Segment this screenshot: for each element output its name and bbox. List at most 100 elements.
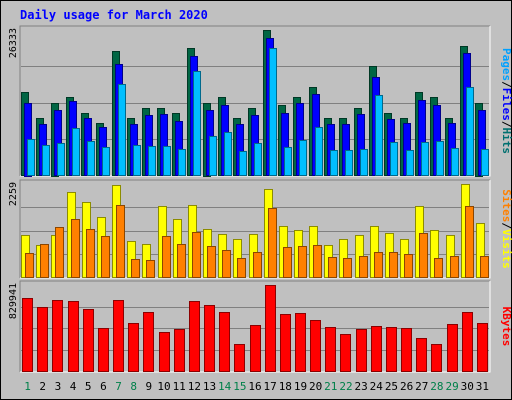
kbytes-bar xyxy=(204,305,215,372)
kbytes-bar xyxy=(174,329,185,372)
pages-bar xyxy=(133,145,141,176)
kbytes-bar xyxy=(431,344,442,372)
kbytes-series xyxy=(22,285,488,372)
day-label: 20 xyxy=(309,380,322,393)
sites-bar xyxy=(71,219,80,278)
sites-bar xyxy=(101,236,110,278)
day-label: 28 xyxy=(430,380,443,393)
day-label: 16 xyxy=(248,380,261,393)
kbytes-bar xyxy=(68,301,79,372)
pages-bar xyxy=(239,151,247,176)
kbytes-bar xyxy=(159,332,170,372)
sites-bar xyxy=(177,244,186,278)
sites-bar xyxy=(419,233,428,278)
sites-bar xyxy=(25,253,34,278)
sites-bar xyxy=(55,227,64,278)
kbytes-bar xyxy=(98,328,109,372)
pages-bar xyxy=(421,142,429,176)
day-label: 25 xyxy=(385,380,398,393)
day-label: 26 xyxy=(400,380,413,393)
pages-bar xyxy=(209,136,217,176)
kbytes-bar xyxy=(340,334,351,372)
day-label: 5 xyxy=(85,380,92,393)
day-label: 17 xyxy=(264,380,277,393)
kbytes-bar xyxy=(52,300,63,372)
kbytes-bar xyxy=(416,338,427,372)
day-label: 31 xyxy=(476,380,489,393)
sites-bar xyxy=(207,246,216,278)
sites-bar xyxy=(328,257,337,278)
sites-series xyxy=(25,205,489,278)
visits-panel: 2259 Sites/Visits xyxy=(8,179,512,279)
day-label: 30 xyxy=(461,380,474,393)
legend-entry: Hits xyxy=(500,128,512,155)
pages-bar xyxy=(345,150,353,176)
sites-bar xyxy=(359,256,368,278)
pages-bar xyxy=(451,148,459,176)
sites-bar xyxy=(253,252,262,278)
legend-entry: Pages xyxy=(500,48,512,81)
panel-bevel-dark xyxy=(19,280,490,372)
sites-bar xyxy=(222,250,231,278)
day-label: 10 xyxy=(157,380,170,393)
sites-bar xyxy=(313,245,322,278)
sites-bar xyxy=(192,232,201,278)
pages-bar xyxy=(360,149,368,176)
y-max-label: 26333 xyxy=(8,28,19,58)
pages-bar xyxy=(42,145,50,176)
day-label: 7 xyxy=(115,380,122,393)
sites-bar xyxy=(343,258,352,278)
pages-bar xyxy=(27,139,35,176)
kbytes-bar xyxy=(219,312,230,372)
pages-bar xyxy=(299,140,307,176)
pages-bar xyxy=(118,84,126,176)
pages-bar xyxy=(57,143,65,176)
day-label: 29 xyxy=(445,380,458,393)
pages-bar xyxy=(193,71,201,176)
pages-bar xyxy=(315,127,323,176)
day-label: 2 xyxy=(39,380,46,393)
day-label: 8 xyxy=(130,380,137,393)
kbytes-bar xyxy=(265,285,276,372)
pages-bar xyxy=(178,149,186,176)
day-label: 21 xyxy=(324,380,337,393)
pages-bar xyxy=(330,150,338,176)
day-label: 23 xyxy=(355,380,368,393)
legend-entry: Sites xyxy=(500,189,512,222)
sites-bar xyxy=(40,244,49,278)
sites-bar xyxy=(480,256,489,278)
day-label: 24 xyxy=(370,380,384,393)
sites-bar xyxy=(404,254,413,278)
kbytes-bar xyxy=(128,323,139,372)
kbytes-bar xyxy=(280,314,291,372)
kbytes-bar xyxy=(37,307,48,372)
pages-bar xyxy=(406,150,414,176)
sites-bar xyxy=(116,205,125,278)
day-label: 13 xyxy=(203,380,216,393)
day-label: 6 xyxy=(100,380,107,393)
sites-bar xyxy=(268,208,277,278)
kbytes-bar xyxy=(477,323,488,372)
legend-label: KBytes xyxy=(500,307,512,347)
kbytes-bar xyxy=(189,301,200,372)
legend-label: Pages/Files/Hits xyxy=(500,48,512,154)
legend-entry: Visits xyxy=(500,229,512,269)
legend-entry: KBytes xyxy=(500,307,512,347)
pages-bar xyxy=(390,142,398,176)
day-label: 11 xyxy=(173,380,186,393)
pages-bar xyxy=(269,48,277,176)
day-label: 18 xyxy=(279,380,292,393)
legend-entry: / xyxy=(500,222,512,229)
hits-panel: 26333 Pages/Files/Hits xyxy=(8,25,512,177)
kbytes-bar xyxy=(234,344,245,372)
y-max-label: 829941 xyxy=(8,283,19,319)
kbytes-bar xyxy=(447,324,458,372)
chart-panels: 26333 Pages/Files/Hits 2259 Sites/Visits 829… xyxy=(8,25,512,373)
day-label: 15 xyxy=(233,380,246,393)
kbytes-bar xyxy=(83,309,94,372)
pages-bar xyxy=(436,141,444,176)
pages-series xyxy=(27,48,489,176)
day-label: 12 xyxy=(188,380,201,393)
kbytes-bar xyxy=(250,325,261,372)
kbytes-bar xyxy=(386,327,397,372)
